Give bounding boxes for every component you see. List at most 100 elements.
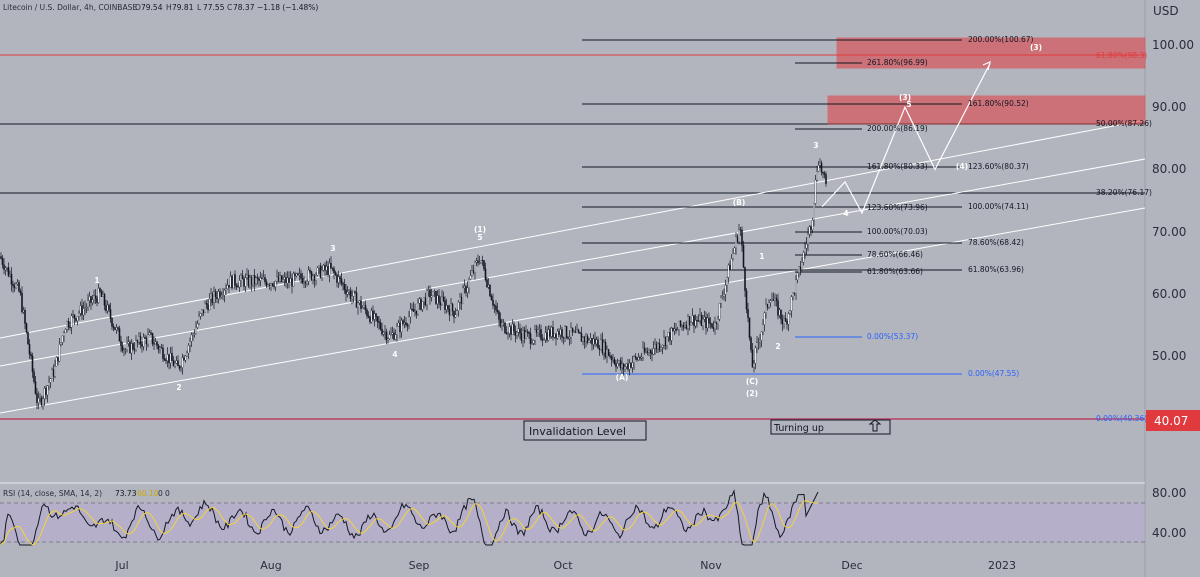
candle-body (597, 339, 599, 349)
candle-body (544, 332, 547, 340)
ohlc-low-label: L (197, 3, 202, 12)
candle-body (525, 331, 527, 339)
candle-body (378, 321, 380, 324)
candle-body (39, 397, 41, 399)
candle-body (184, 355, 187, 361)
candle-body (303, 281, 305, 284)
candle-body (255, 277, 257, 285)
candle-body (517, 328, 520, 333)
candle-body (613, 359, 616, 364)
candle-body (40, 397, 43, 405)
candle-body (661, 345, 664, 348)
candle-body (733, 247, 736, 254)
candle-body (217, 291, 220, 299)
candle-body (673, 328, 676, 331)
candle-body (435, 291, 437, 304)
candle-body (51, 369, 53, 379)
candle-body (735, 236, 737, 249)
candle-body (799, 266, 802, 270)
candle-body (132, 343, 134, 350)
candle-body (171, 353, 173, 361)
candle-body (654, 343, 656, 349)
candle-body (561, 329, 563, 338)
candle-body (106, 304, 109, 312)
candle-body (672, 328, 674, 331)
candle-body (499, 319, 502, 326)
rsi-axis: 80.00 40.00 (1152, 486, 1186, 540)
candle-body (357, 302, 359, 308)
price-axis[interactable]: USD 100.00 90.00 80.00 70.00 60.00 50.00 (1152, 4, 1194, 363)
candle-body (60, 342, 62, 345)
candle-body (37, 398, 40, 403)
candle-body (285, 277, 287, 284)
candle-body (114, 327, 116, 330)
candle-body (420, 298, 422, 310)
candle-body (157, 345, 160, 350)
candle-body (709, 322, 712, 324)
candle-body (144, 337, 146, 339)
candle-body (754, 347, 757, 364)
candle-body (286, 277, 289, 284)
candle-body (790, 296, 793, 312)
time-axis[interactable]: Jul Aug Sep Oct Nov Dec 2023 (114, 559, 1016, 572)
candle-body (708, 317, 710, 324)
candle-body (712, 327, 715, 330)
target-zone-upper (836, 37, 1146, 69)
candle-body (370, 310, 373, 323)
candle-body (640, 356, 643, 359)
candle-body (793, 292, 796, 294)
candle-body (699, 315, 701, 321)
candle-body (783, 318, 785, 324)
fib-label-161a: 161.80%(90.52) (968, 99, 1029, 108)
candle-body (721, 296, 724, 298)
candle-body (358, 300, 361, 304)
candle-body (334, 272, 337, 275)
candle-body (330, 263, 332, 268)
candle-body (549, 329, 551, 337)
candle-body (73, 314, 76, 319)
candle-body (261, 277, 263, 279)
candle-body (553, 333, 556, 338)
candle-body (58, 344, 61, 362)
candle-body (760, 331, 763, 341)
candle-body (367, 315, 370, 318)
candle-body (307, 269, 310, 282)
candle-body (493, 305, 496, 307)
candle-body (439, 302, 442, 306)
candle-body (522, 330, 524, 341)
fib-label-123a: 123.60%(80.37) (968, 162, 1029, 171)
ohlc-open-label: O (135, 3, 141, 12)
candle-body (618, 360, 620, 364)
price-tick-70: 70.00 (1152, 225, 1186, 239)
last-price-badge (1146, 410, 1200, 431)
fib-label-100a: 100.00%(74.11) (968, 202, 1029, 211)
candle-body (598, 348, 601, 350)
candle-body (753, 363, 755, 368)
candle-body (574, 330, 577, 333)
candle-body (802, 252, 805, 263)
price-tick-90: 90.00 (1152, 100, 1186, 114)
candle-body (28, 344, 31, 355)
time-tick-dec: Dec (841, 559, 862, 572)
candle-body (457, 302, 460, 311)
wave-label-4a: 4 (392, 350, 397, 359)
candle-body (175, 360, 178, 364)
candle-body (520, 333, 523, 341)
candle-body (42, 398, 44, 405)
candle-body (729, 264, 731, 271)
candle-body (186, 352, 188, 357)
candle-body (153, 343, 155, 345)
candle-body (322, 265, 325, 271)
candle-body (198, 316, 200, 324)
candle-body (580, 333, 583, 342)
candle-body (168, 354, 170, 364)
wave-label-1a: 1 (94, 276, 99, 285)
candle-body (748, 317, 751, 338)
candle-body (528, 332, 530, 334)
candle-body (48, 382, 50, 386)
candle-body (321, 270, 323, 278)
candle-body (633, 356, 635, 363)
candle-body (351, 296, 353, 299)
candle-body (87, 300, 89, 308)
